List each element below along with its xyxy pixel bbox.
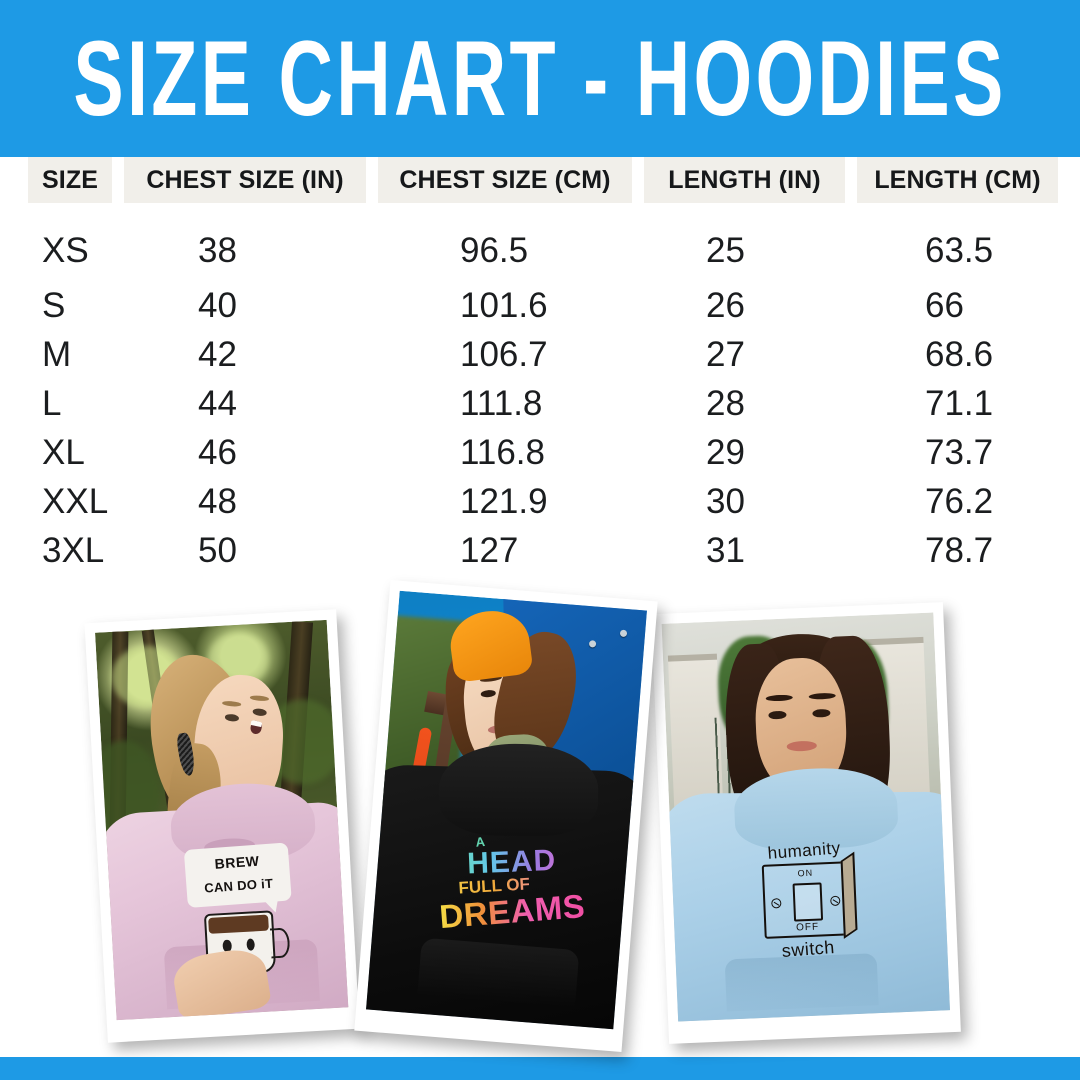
cell-size: L xyxy=(42,383,62,423)
graphic-text-line1: BREW xyxy=(213,852,260,873)
cell-length-in: 28 xyxy=(706,383,745,423)
hoodie-hood xyxy=(438,742,598,837)
cell-chest-cm: 121.9 xyxy=(460,481,548,521)
cell-chest-cm: 101.6 xyxy=(460,285,548,325)
column-header-length-in-label: LENGTH (IN) xyxy=(644,157,845,203)
table-row: L 44 111.8 28 71.1 xyxy=(0,379,1080,428)
cell-length-cm: 66 xyxy=(925,285,964,325)
hoodie-graphic-dreams: A HEAD FULL OF DREAMS xyxy=(438,834,587,962)
cell-chest-in: 38 xyxy=(198,231,237,270)
cell-chest-cm: 111.8 xyxy=(460,383,543,423)
column-header-size: SIZE xyxy=(0,157,118,203)
column-header-chest-in-label: CHEST SIZE (IN) xyxy=(124,157,366,203)
cell-length-in: 31 xyxy=(706,530,745,570)
mug-eye xyxy=(246,937,256,952)
cell-size: XS xyxy=(42,231,89,270)
table-header: SIZE CHEST SIZE (IN) CHEST SIZE (CM) LEN… xyxy=(0,157,1080,203)
cell-chest-in: 46 xyxy=(198,432,237,472)
switch-screw xyxy=(771,898,782,909)
switch-label-on: ON xyxy=(797,867,814,879)
product-photo-pink-hoodie[interactable]: BREW CAN DO iT xyxy=(84,609,360,1043)
table-row: 3XL 50 127 31 78.7 xyxy=(0,526,1080,575)
cell-length-cm: 63.5 xyxy=(925,231,994,270)
cell-chest-in: 48 xyxy=(198,481,237,521)
table-body: XS 38 96.5 25 63.5 S 40 101.6 26 66 M 42… xyxy=(0,203,1080,575)
graphic-text-switch: switch xyxy=(781,937,836,962)
cell-chest-in: 44 xyxy=(198,383,237,423)
switch-label-off: OFF xyxy=(795,921,820,934)
column-header-length-cm: LENGTH (CM) xyxy=(851,157,1080,203)
photo-image-pink-hoodie: BREW CAN DO iT xyxy=(95,619,349,1021)
cell-length-cm: 71.1 xyxy=(925,383,994,423)
column-header-chest-cm-label: CHEST SIZE (CM) xyxy=(378,157,632,203)
mug-coffee-fill xyxy=(208,914,270,934)
product-photo-blue-hoodie[interactable]: humanity ON OFF switch xyxy=(651,602,961,1044)
cell-chest-cm: 96.5 xyxy=(460,231,529,270)
cell-length-in: 27 xyxy=(706,334,745,374)
mug-handle xyxy=(269,927,291,959)
cell-length-in: 29 xyxy=(706,432,745,472)
cell-length-in: 26 xyxy=(706,285,745,325)
page-title: SIZE CHART - HOODIES xyxy=(73,19,1007,138)
footer-banner xyxy=(0,1057,1080,1080)
cell-size: XXL xyxy=(42,481,109,521)
table-row: XL 46 116.8 29 73.7 xyxy=(0,428,1080,477)
photo-image-black-hoodie: A HEAD FULL OF DREAMS xyxy=(366,590,647,1030)
cell-size: 3XL xyxy=(42,530,105,570)
header-banner: SIZE CHART - HOODIES xyxy=(0,0,1080,157)
cell-chest-cm: 106.7 xyxy=(460,334,548,374)
switch-rocker xyxy=(792,882,823,922)
cell-chest-cm: 127 xyxy=(460,530,519,570)
graphic-text-line2: CAN DO iT xyxy=(203,875,274,896)
light-switch-icon: ON OFF xyxy=(762,851,858,940)
cell-size: XL xyxy=(42,432,85,472)
size-chart-table-wrapper: SIZE CHEST SIZE (IN) CHEST SIZE (CM) LEN… xyxy=(0,157,1080,577)
product-photo-strip: BREW CAN DO iT xyxy=(0,560,1080,1060)
cell-chest-in: 40 xyxy=(198,285,237,325)
column-header-chest-in: CHEST SIZE (IN) xyxy=(118,157,372,203)
size-chart-table: SIZE CHEST SIZE (IN) CHEST SIZE (CM) LEN… xyxy=(0,157,1080,575)
cell-length-cm: 78.7 xyxy=(925,530,994,570)
table-row: S 40 101.6 26 66 xyxy=(0,281,1080,330)
cell-length-cm: 68.6 xyxy=(925,334,994,374)
cell-size: M xyxy=(42,334,72,374)
cell-length-cm: 73.7 xyxy=(925,432,994,472)
cell-length-in: 30 xyxy=(706,481,745,521)
hoodie-graphic-speech-bubble: BREW CAN DO iT xyxy=(183,842,292,909)
table-header-row: SIZE CHEST SIZE (IN) CHEST SIZE (CM) LEN… xyxy=(0,157,1080,203)
graphic-text-line4: DREAMS xyxy=(438,886,587,935)
cell-length-cm: 76.2 xyxy=(925,481,994,521)
photo-image-blue-hoodie: humanity ON OFF switch xyxy=(661,612,950,1022)
cell-chest-cm: 116.8 xyxy=(460,432,545,472)
cell-length-in: 25 xyxy=(706,231,745,270)
column-header-length-cm-label: LENGTH (CM) xyxy=(857,157,1058,203)
table-row: M 42 106.7 27 68.6 xyxy=(0,330,1080,379)
switch-screw xyxy=(829,895,841,907)
column-header-size-label: SIZE xyxy=(28,157,112,203)
product-photo-black-hoodie[interactable]: A HEAD FULL OF DREAMS xyxy=(354,579,658,1053)
table-row: XXL 48 121.9 30 76.2 xyxy=(0,477,1080,526)
column-header-length-in: LENGTH (IN) xyxy=(638,157,851,203)
cell-size: S xyxy=(42,285,66,325)
hoodie-graphic-humanity-switch: humanity ON OFF switch xyxy=(736,838,878,979)
column-header-chest-cm: CHEST SIZE (CM) xyxy=(372,157,638,203)
cell-chest-in: 42 xyxy=(198,334,237,374)
table-row: XS 38 96.5 25 63.5 xyxy=(0,203,1080,281)
cell-chest-in: 50 xyxy=(198,530,237,570)
